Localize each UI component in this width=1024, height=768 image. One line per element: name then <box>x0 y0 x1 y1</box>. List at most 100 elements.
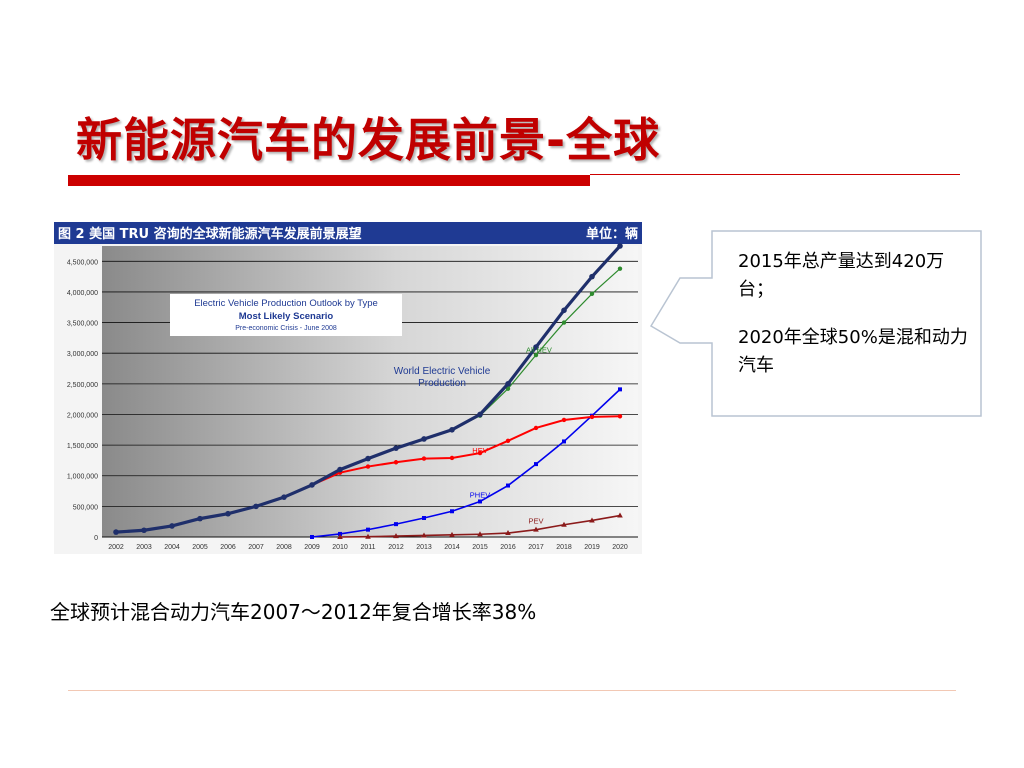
data-point <box>421 532 427 538</box>
x-tick-label: 2014 <box>444 544 460 551</box>
series-label-hev: HEV <box>472 446 487 455</box>
y-tick-label: 0 <box>94 535 98 542</box>
data-point <box>197 515 203 522</box>
y-tick-label: 2,500,000 <box>67 382 98 389</box>
data-point <box>365 455 371 462</box>
data-point <box>113 529 119 535</box>
data-point <box>169 523 175 529</box>
slide-title: 新能源汽车的发展前景-全球 <box>76 113 661 167</box>
data-point <box>338 531 342 536</box>
chart-inset-box: Electric Vehicle Production Outlook by T… <box>170 294 402 336</box>
data-point <box>365 464 371 469</box>
x-tick-label: 2007 <box>248 544 264 551</box>
bottom-divider-line <box>68 690 956 691</box>
data-point <box>253 503 259 510</box>
inset-subtitle: Most Likely Scenario <box>239 311 334 322</box>
data-point <box>533 425 539 431</box>
data-point <box>394 522 398 527</box>
series-labels: All HEV HEV PHEV PEV <box>470 346 552 526</box>
data-point <box>533 352 539 358</box>
data-point <box>561 521 567 527</box>
chart-header-unit: 单位：辆 <box>586 226 638 242</box>
x-tick-label: 2009 <box>304 544 320 551</box>
y-tick-label: 3,000,000 <box>67 351 98 358</box>
data-point <box>505 381 511 387</box>
inset-note: Pre-economic Crisis - June 2008 <box>235 325 337 332</box>
data-point <box>561 307 567 314</box>
data-point <box>506 483 510 488</box>
data-point <box>309 482 315 488</box>
inset-background <box>170 294 402 336</box>
y-tick-label: 1,500,000 <box>67 443 98 450</box>
chart-series <box>113 243 623 539</box>
series-pev <box>337 512 623 539</box>
world-production-annotation: World Electric Vehicle Production <box>394 366 491 389</box>
data-point <box>533 526 539 532</box>
x-tick-label: 2011 <box>360 544 375 551</box>
footnote-text: 全球预计混合动力汽车2007～2012年复合增长率38% <box>50 600 537 624</box>
data-point <box>393 460 399 465</box>
data-point <box>477 531 483 537</box>
x-tick-label: 2013 <box>416 544 432 551</box>
data-point <box>141 527 147 534</box>
data-point <box>365 533 371 539</box>
data-point <box>589 273 595 280</box>
callout-line-1: 2015年总产量达到420万台； <box>738 251 945 300</box>
data-point <box>617 266 623 271</box>
callout-shape <box>650 230 982 417</box>
data-point <box>393 533 399 539</box>
data-point <box>337 466 343 473</box>
y-tick-label: 1,000,000 <box>67 474 98 481</box>
x-tick-label: 2012 <box>388 544 404 551</box>
data-point <box>337 534 343 539</box>
title-divider-line <box>590 174 960 175</box>
callout-arrow-box <box>650 230 982 417</box>
data-point <box>449 455 455 461</box>
callout-text: 2015年总产量达到420万台； 2020年全球50%是混和动力汽车 <box>738 248 970 400</box>
data-point <box>393 445 399 451</box>
data-point <box>589 517 595 523</box>
data-point <box>561 417 567 423</box>
data-point <box>477 450 483 456</box>
x-tick-label: 2018 <box>556 544 572 551</box>
data-point <box>617 414 623 419</box>
callout-line-2: 2020年全球50%是混和动力汽车 <box>738 327 968 376</box>
data-point <box>421 456 427 461</box>
x-tick-label: 2020 <box>612 544 628 551</box>
data-point <box>366 527 370 532</box>
series-world-electric-vehicle-production <box>113 243 623 535</box>
series-label-pev: PEV <box>528 517 543 526</box>
x-tick-label: 2010 <box>332 544 348 551</box>
annotation-line-1: World Electric Vehicle <box>394 366 491 377</box>
y-tick-label: 4,500,000 <box>67 259 98 266</box>
y-tick-label: 4,000,000 <box>67 290 98 297</box>
series-label-all-hev: All HEV <box>526 346 552 355</box>
y-tick-label: 500,000 <box>73 504 98 511</box>
data-point <box>422 516 426 521</box>
chart-panel: 图 2 美国 TRU 咨询的全球新能源汽车发展前景展望 单位：辆 0 500,00… <box>54 222 642 554</box>
data-point <box>477 411 483 418</box>
production-outlook-chart: 图 2 美国 TRU 咨询的全球新能源汽车发展前景展望 单位：辆 0 500,00… <box>54 222 642 554</box>
data-point <box>310 535 314 539</box>
plot-area <box>102 246 638 537</box>
x-tick-label: 2016 <box>500 544 516 551</box>
data-point <box>449 426 455 433</box>
x-tick-label: 2003 <box>136 544 152 551</box>
data-point <box>533 344 539 350</box>
data-point <box>225 510 231 517</box>
data-point <box>534 462 538 467</box>
data-point <box>505 530 511 536</box>
x-tick-label: 2019 <box>584 544 600 551</box>
data-point <box>561 320 567 325</box>
x-tick-label: 2006 <box>220 544 236 551</box>
chart-header-title: 图 2 美国 TRU 咨询的全球新能源汽车发展前景展望 <box>58 226 362 242</box>
data-point <box>505 386 511 391</box>
chart-header-bar <box>54 222 642 244</box>
data-point <box>281 494 287 500</box>
data-point <box>505 438 511 444</box>
annotation-line-2: Production <box>418 378 466 389</box>
data-point <box>618 387 622 392</box>
inset-title: Electric Vehicle Production Outlook by T… <box>194 298 378 309</box>
data-point <box>589 291 595 296</box>
axis-tick-labels: 0 500,000 1,000,000 1,500,000 2,000,000 2,500… <box>67 259 628 551</box>
